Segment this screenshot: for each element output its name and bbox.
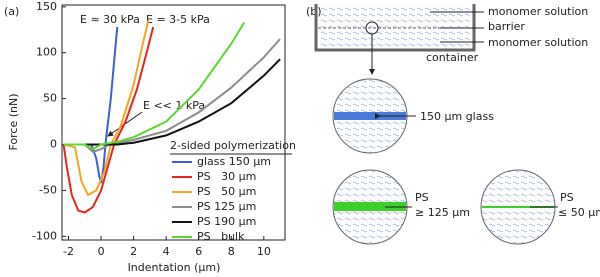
- x-tick-label: 8: [228, 245, 235, 258]
- x-axis-label: Indentation (μm): [128, 261, 221, 274]
- annotation: E << 1 kPa: [143, 99, 205, 112]
- x-tick-label: 10: [257, 245, 271, 258]
- y-axis-label: Force (nN): [7, 93, 20, 150]
- legend-label: PS 30 μm: [197, 170, 256, 183]
- legend-label: PS 125 μm: [197, 200, 256, 213]
- legend-label: glass 150 μm: [197, 155, 271, 168]
- label: 150 μm glass: [420, 110, 494, 123]
- label: monomer solution: [488, 5, 588, 18]
- y-tick-label: 100: [36, 46, 57, 59]
- x-tick-label: 6: [195, 245, 202, 258]
- x-tick-label: 2: [130, 245, 137, 258]
- x-tick-label: -2: [63, 245, 74, 258]
- panel-label: (a): [4, 5, 19, 18]
- x-tick-label: 0: [98, 245, 105, 258]
- panel-label: (b): [306, 5, 322, 18]
- series-line: [63, 21, 246, 151]
- series-line: [63, 38, 281, 154]
- y-tick-label: 50: [43, 92, 57, 105]
- series-line: [63, 20, 150, 197]
- label: PS: [560, 191, 574, 204]
- y-tick-label: -100: [32, 229, 57, 242]
- glass-layer: [334, 112, 406, 120]
- x-tick-label: 4: [163, 245, 170, 258]
- legend-label: PS bulk: [197, 230, 245, 243]
- y-tick-label: -50: [39, 183, 57, 196]
- diagram: monomer solution barrier monomer solutio…: [314, 4, 600, 245]
- y-tick-label: 150: [36, 0, 57, 13]
- plot-frame: [61, 4, 286, 241]
- ps-layer: [334, 202, 406, 211]
- label: ≥ 125 μm: [415, 206, 470, 219]
- legend-title: 2-sided polymerization: [170, 139, 296, 152]
- series-line: [63, 58, 281, 146]
- label: container: [426, 51, 479, 64]
- legend-label: PS 50 μm: [197, 185, 256, 198]
- label: monomer solution: [488, 36, 588, 49]
- y-tick-label: 0: [50, 138, 57, 151]
- annotation: E ≈ 30 kPa: [80, 13, 140, 26]
- label: barrier: [488, 20, 525, 33]
- container: [314, 4, 476, 52]
- solution: [320, 6, 470, 48]
- annotation: E = 3-5 kPa: [146, 13, 210, 26]
- label: PS: [415, 191, 429, 204]
- label: ≤ 50 μm: [558, 206, 600, 219]
- series-line: [62, 26, 155, 214]
- legend-label: PS 190 μm: [197, 215, 256, 228]
